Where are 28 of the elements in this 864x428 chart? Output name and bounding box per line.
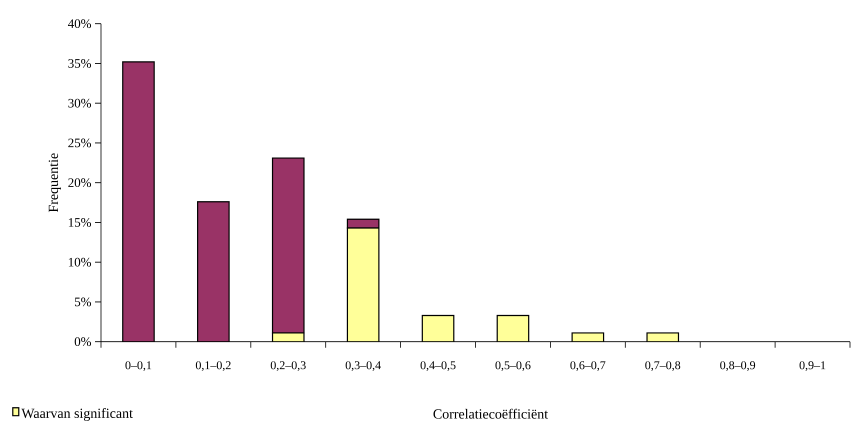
x-tick-label: 0–0,1 bbox=[125, 361, 152, 372]
x-tick-label: 0,6–0,7 bbox=[570, 361, 606, 372]
x-tick-label: 0,4–0,5 bbox=[420, 361, 456, 372]
y-tick-label: 30% bbox=[68, 98, 92, 108]
bar bbox=[496, 314, 530, 342]
x-tick-label: 0,5–0,6 bbox=[495, 361, 531, 372]
y-tick-label: 40% bbox=[68, 19, 92, 28]
legend-label: Waarvan significant bbox=[21, 408, 133, 421]
bar bbox=[422, 314, 454, 342]
x-axis-title: Correlatiecoëfficiënt bbox=[433, 408, 548, 419]
x-tick-label: 0,2–0,3 bbox=[270, 361, 306, 372]
y-tick-label: 20% bbox=[68, 178, 92, 188]
x-tick-label: 0,3–0,4 bbox=[346, 361, 381, 372]
y-tick-label: 10% bbox=[68, 258, 92, 267]
y-tick-label: 5% bbox=[74, 298, 92, 306]
x-tick-label: 0,7–0,8 bbox=[645, 361, 680, 372]
bar bbox=[346, 227, 380, 342]
bar bbox=[197, 201, 230, 342]
y-tick-label: 15% bbox=[68, 218, 92, 227]
y-tick-label: 25% bbox=[68, 138, 92, 148]
x-tick-label: 0,9–1 bbox=[800, 361, 826, 372]
x-tick-label: 0,1–0,2 bbox=[196, 361, 231, 372]
x-tick-label: 0,8–0,9 bbox=[720, 361, 756, 372]
y-axis-title: Frequentie bbox=[48, 153, 61, 212]
bar bbox=[122, 61, 155, 342]
y-tick-label: 0% bbox=[74, 337, 92, 346]
bar bbox=[272, 157, 305, 334]
y-tick-label: 35% bbox=[68, 59, 92, 68]
